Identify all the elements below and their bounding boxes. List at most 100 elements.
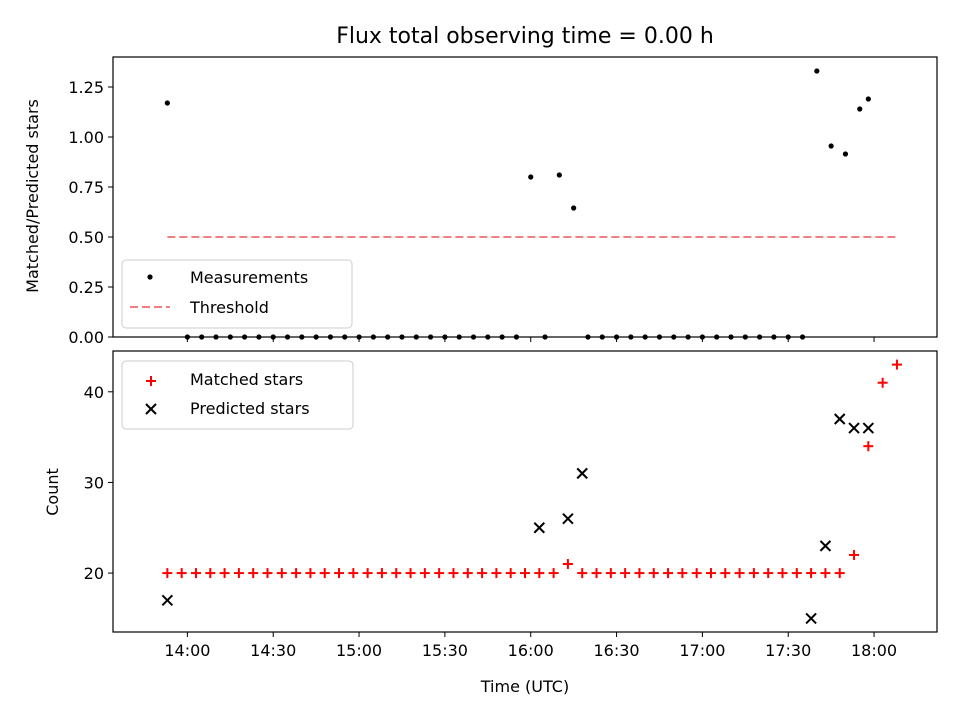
predicted-star-point bbox=[161, 594, 174, 606]
matched-star-point bbox=[520, 568, 530, 579]
top-panel: Flux total observing time = 0.00 h Match… bbox=[23, 24, 938, 347]
matched-star-point bbox=[763, 568, 774, 579]
bottom-plot-marks bbox=[161, 359, 902, 625]
matched-star-point bbox=[419, 568, 430, 579]
matched-star-point bbox=[562, 559, 573, 570]
top-y-tick-label: 0.25 bbox=[68, 278, 104, 297]
measurement-point bbox=[857, 106, 863, 112]
matched-star-point bbox=[305, 568, 316, 579]
top-y-axis-label: Matched/Predicted stars bbox=[23, 99, 42, 293]
matched-star-point bbox=[534, 568, 545, 579]
x-tick-label: 14:00 bbox=[164, 641, 210, 660]
matched-star-point bbox=[834, 568, 845, 579]
matched-star-point bbox=[219, 568, 230, 579]
x-tick-label: 15:30 bbox=[422, 641, 468, 660]
predicted-star-point bbox=[576, 467, 588, 480]
matched-star-point bbox=[877, 377, 888, 388]
matched-star-point bbox=[477, 568, 488, 579]
top-plot-marks bbox=[164, 68, 897, 340]
matched-star-point bbox=[734, 568, 745, 579]
bottom-y-tick-label: 40 bbox=[84, 383, 104, 402]
bottom-y-axis-label: Count bbox=[43, 468, 62, 516]
predicted-star-point bbox=[834, 413, 846, 425]
top-legend-box bbox=[121, 259, 353, 329]
matched-star-point bbox=[376, 568, 387, 579]
x-axis-label: Time (UTC) bbox=[480, 677, 569, 696]
matched-star-point bbox=[748, 568, 759, 579]
matched-star-point bbox=[691, 568, 702, 579]
matched-star-point bbox=[605, 568, 616, 579]
matched-star-point bbox=[620, 568, 631, 579]
measurement-point bbox=[865, 96, 871, 102]
matched-star-point bbox=[448, 568, 459, 579]
predicted-star-point bbox=[805, 612, 817, 625]
measurement-point bbox=[528, 174, 534, 180]
top-y-tick-label: 1.00 bbox=[68, 128, 104, 147]
matched-star-point bbox=[176, 568, 187, 579]
matched-star-point bbox=[548, 568, 559, 579]
matched-star-point bbox=[190, 568, 201, 579]
x-tick-label: 16:30 bbox=[594, 641, 640, 660]
x-tick-label: 16:00 bbox=[508, 641, 554, 660]
bottom-legend: Matched stars Predicted stars bbox=[121, 360, 354, 430]
measurement-point bbox=[828, 143, 834, 149]
predicted-star-point bbox=[862, 422, 875, 434]
matched-star-point bbox=[434, 568, 445, 579]
matched-star-point bbox=[820, 568, 831, 579]
top-axes-frame bbox=[112, 56, 938, 338]
matched-star-point bbox=[276, 568, 287, 579]
top-y-tick-label: 0.75 bbox=[68, 178, 104, 197]
legend-predicted-label: Predicted stars bbox=[190, 399, 310, 418]
predicted-star-point bbox=[848, 422, 860, 434]
x-tick-label: 17:30 bbox=[765, 641, 811, 660]
matched-star-point bbox=[777, 568, 788, 579]
measurement-point bbox=[842, 151, 849, 157]
matched-star-point bbox=[491, 568, 502, 579]
matched-star-point bbox=[405, 568, 416, 579]
matched-star-point bbox=[891, 359, 902, 370]
measurement-point bbox=[814, 68, 820, 74]
measurement-point bbox=[164, 100, 170, 106]
matched-star-point bbox=[348, 568, 359, 579]
matched-star-point bbox=[391, 568, 402, 579]
matched-star-point bbox=[648, 568, 659, 579]
predicted-star-point bbox=[562, 512, 574, 525]
matched-star-point bbox=[319, 568, 330, 579]
matched-star-point bbox=[677, 568, 688, 579]
matched-star-point bbox=[162, 568, 173, 579]
x-tick-label: 18:00 bbox=[851, 641, 897, 660]
legend-matched-marker bbox=[146, 376, 156, 386]
matched-star-point bbox=[462, 568, 473, 579]
matched-star-point bbox=[720, 568, 731, 579]
top-y-tick-label: 0.00 bbox=[68, 328, 104, 347]
predicted-star-point bbox=[533, 522, 546, 534]
matched-star-point bbox=[705, 568, 716, 579]
bottom-y-tick-label: 20 bbox=[84, 564, 104, 583]
matched-star-point bbox=[663, 568, 674, 579]
top-y-tick-label: 1.25 bbox=[68, 78, 104, 97]
matched-star-point bbox=[505, 568, 516, 579]
bottom-legend-box bbox=[121, 360, 354, 430]
top-y-tick-label: 0.50 bbox=[68, 228, 104, 247]
matched-star-point bbox=[233, 568, 244, 579]
matched-star-point bbox=[205, 568, 216, 579]
matched-star-point bbox=[634, 568, 645, 579]
measurement-point bbox=[556, 172, 562, 178]
matched-star-point bbox=[591, 568, 602, 579]
legend-threshold-label: Threshold bbox=[189, 298, 269, 317]
matched-star-point bbox=[262, 568, 273, 579]
bottom-y-tick-label: 30 bbox=[84, 473, 104, 492]
matched-star-point bbox=[863, 441, 874, 452]
matched-star-point bbox=[849, 549, 860, 560]
predicted-star-point bbox=[819, 540, 832, 552]
x-tick-label: 17:00 bbox=[679, 641, 725, 660]
matched-star-point bbox=[334, 568, 345, 579]
legend-measurements-label: Measurements bbox=[190, 268, 308, 287]
matched-star-point bbox=[291, 568, 302, 579]
legend-matched-label: Matched stars bbox=[190, 370, 303, 389]
matched-star-point bbox=[577, 568, 588, 579]
x-tick-label: 15:00 bbox=[336, 641, 382, 660]
matched-star-point bbox=[806, 568, 817, 579]
